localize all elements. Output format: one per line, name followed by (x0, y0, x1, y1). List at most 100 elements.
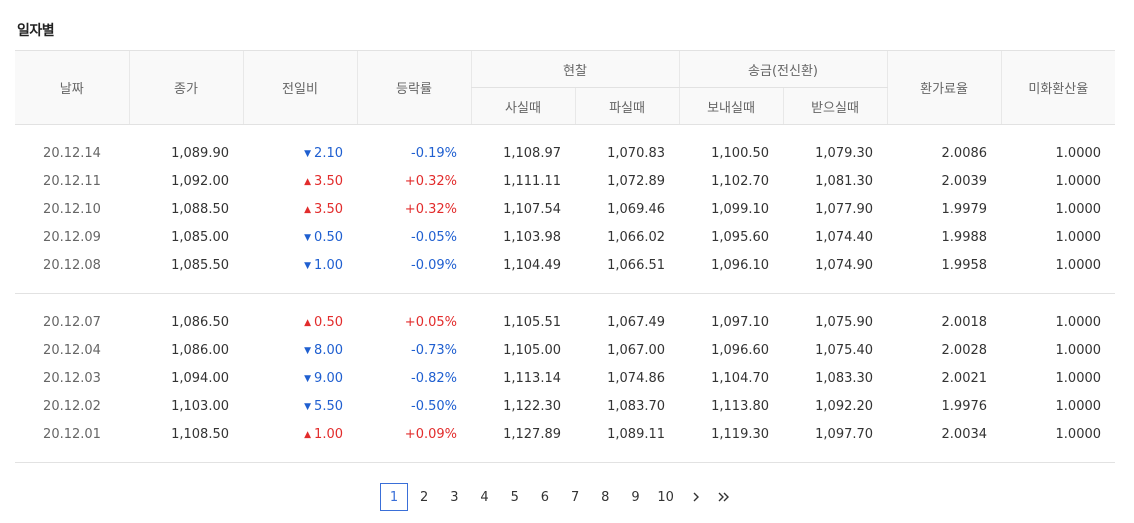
down-arrow-icon: ▼ (304, 401, 312, 412)
table-row: 20.12.08 1,085.50 ▼ 1.00 -0.09% 1,104.49 1,066… (15, 251, 1115, 279)
wire-send-cell: 1,096.60 (711, 342, 770, 358)
table-row: 20.12.10 1,088.50 ▲ 3.50 +0.32% 1,107.54 1,069… (15, 195, 1115, 223)
usd-rate-cell: 1.0000 (1055, 257, 1102, 273)
page-4-link[interactable]: 4 (480, 489, 489, 505)
date-cell: 20.12.07 (43, 314, 101, 330)
down-arrow-icon: ▼ (304, 260, 312, 271)
page-8-link[interactable]: 8 (601, 489, 610, 505)
usd-rate-cell: 1.0000 (1055, 145, 1102, 161)
change-cell: ▼ 5.50 (243, 392, 357, 420)
cash-buy-cell: 1,113.14 (503, 370, 561, 386)
date-cell: 20.12.02 (43, 398, 101, 414)
table-row: 20.12.02 1,103.00 ▼ 5.50 -0.50% 1,122.30 1,083… (15, 392, 1115, 420)
wire-receive-cell: 1,074.40 (815, 229, 874, 245)
page-1-link[interactable]: 1 (380, 483, 408, 511)
wire-send-cell: 1,100.50 (711, 145, 770, 161)
cash-sell-cell: 1,067.49 (607, 314, 666, 330)
down-arrow-icon: ▼ (304, 345, 312, 356)
wire-receive-cell: 1,083.30 (815, 370, 874, 386)
header-usd-rate: 미화환산율 (1000, 50, 1116, 125)
wire-send-cell: 1,099.10 (711, 201, 770, 217)
page-6-link[interactable]: 6 (540, 489, 550, 505)
close-cell: 1,089.90 (171, 145, 229, 161)
wire-receive-cell: 1,079.30 (815, 145, 874, 161)
rate-cell: -0.09% (411, 257, 457, 273)
change-cell: ▲ 1.00 (243, 420, 357, 448)
cash-buy-cell: 1,105.00 (503, 342, 561, 358)
header-cash-sell: 파실때 (574, 87, 680, 125)
change-cell: ▲ 3.50 (243, 195, 357, 223)
fee-rate-cell: 1.9979 (941, 201, 988, 217)
change-value: 8.00 (314, 342, 343, 358)
usd-rate-cell: 1.0000 (1055, 229, 1102, 245)
wire-send-cell: 1,095.60 (711, 229, 770, 245)
rate-cell: -0.50% (411, 398, 457, 414)
exchange-rate-table: 날짜 종가 전일비 등락률 현찰 송금(전신환) 환가료율 미화환산율 사실때 … (15, 50, 1116, 463)
page-2-link[interactable]: 2 (420, 489, 429, 505)
cash-sell-cell: 1,067.00 (607, 342, 666, 358)
wire-receive-cell: 1,092.20 (815, 398, 874, 414)
wire-send-cell: 1,113.80 (711, 398, 770, 414)
fee-rate-cell: 2.0039 (941, 173, 988, 189)
header-wire-send: 보내실때 (678, 87, 784, 125)
change-cell: ▼ 1.00 (243, 251, 357, 279)
date-cell: 20.12.08 (43, 257, 101, 273)
down-arrow-icon: ▼ (304, 373, 312, 384)
table-body: 20.12.14 1,089.90 ▼ 2.10 -0.19% 1,108.97 1,070… (15, 125, 1116, 463)
rate-cell: -0.73% (411, 342, 457, 358)
page-7-link[interactable]: 7 (570, 489, 580, 505)
chevron-right-icon[interactable] (682, 483, 710, 511)
wire-receive-cell: 1,097.70 (815, 426, 874, 442)
table-row: 20.12.11 1,092.00 ▲ 3.50 +0.32% 1,111.11 1,072… (15, 167, 1115, 195)
date-cell: 20.12.01 (43, 426, 101, 442)
usd-rate-cell: 1.0000 (1055, 426, 1102, 442)
wire-send-cell: 1,102.70 (711, 173, 770, 189)
close-cell: 1,094.00 (171, 370, 229, 386)
change-cell: ▼ 0.50 (243, 223, 357, 251)
page-9-link[interactable]: 9 (631, 489, 640, 505)
rate-cell: -0.05% (411, 229, 457, 245)
table-row: 20.12.14 1,089.90 ▼ 2.10 -0.19% 1,108.97 1,070… (15, 139, 1115, 167)
cash-buy-cell: 1,105.51 (503, 314, 561, 330)
up-arrow-icon: ▲ (304, 317, 312, 328)
page-10-link[interactable]: 10 (657, 489, 674, 505)
pagination: 1 2 3 4 5 6 7 8 9 10 (380, 483, 738, 511)
rate-cell: +0.32% (404, 201, 457, 217)
fee-rate-cell: 2.0028 (941, 342, 988, 358)
change-value: 0.50 (314, 229, 343, 245)
header-wire: 송금(전신환) (678, 50, 888, 88)
change-cell: ▼ 2.10 (243, 139, 357, 167)
wire-send-cell: 1,097.10 (711, 314, 770, 330)
cash-sell-cell: 1,083.70 (607, 398, 666, 414)
fee-rate-cell: 2.0018 (941, 314, 988, 330)
usd-rate-cell: 1.0000 (1055, 314, 1102, 330)
close-cell: 1,085.50 (171, 257, 229, 273)
close-cell: 1,108.50 (171, 426, 229, 442)
page-5-link[interactable]: 5 (510, 489, 519, 505)
change-value: 1.00 (314, 426, 343, 442)
down-arrow-icon: ▼ (304, 232, 312, 243)
cash-sell-cell: 1,089.11 (607, 426, 666, 442)
change-value: 3.50 (314, 173, 343, 189)
fee-rate-cell: 2.0034 (941, 426, 988, 442)
close-cell: 1,086.50 (171, 314, 229, 330)
page-3-link[interactable]: 3 (450, 489, 459, 505)
change-value: 9.00 (314, 370, 343, 386)
date-cell: 20.12.04 (43, 342, 101, 358)
usd-rate-cell: 1.0000 (1055, 201, 1102, 217)
cash-buy-cell: 1,122.30 (503, 398, 561, 414)
usd-rate-cell: 1.0000 (1055, 173, 1102, 189)
change-value: 5.50 (314, 398, 343, 414)
cash-sell-cell: 1,074.86 (607, 370, 666, 386)
close-cell: 1,085.00 (171, 229, 229, 245)
change-cell: ▼ 9.00 (243, 364, 357, 392)
usd-rate-cell: 1.0000 (1055, 398, 1102, 414)
cash-sell-cell: 1,066.51 (607, 257, 666, 273)
header-close: 종가 (128, 50, 243, 125)
header-rate: 등락률 (356, 50, 471, 125)
date-cell: 20.12.03 (43, 370, 101, 386)
cash-buy-cell: 1,127.89 (503, 426, 561, 442)
fee-rate-cell: 2.0021 (941, 370, 988, 386)
double-chevron-right-icon[interactable] (710, 483, 738, 511)
table-row: 20.12.04 1,086.00 ▼ 8.00 -0.73% 1,105.00 1,067… (15, 336, 1115, 364)
